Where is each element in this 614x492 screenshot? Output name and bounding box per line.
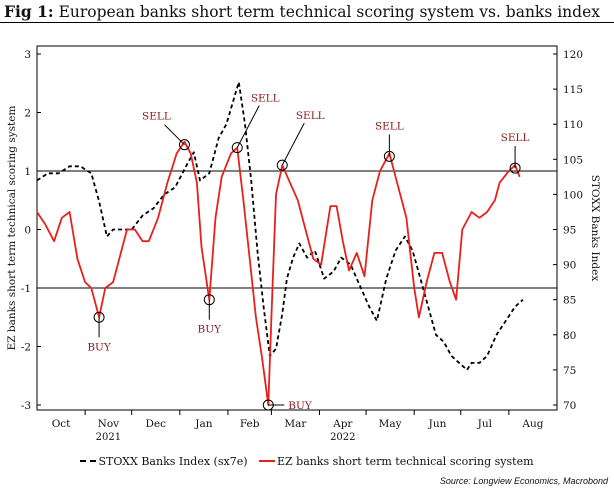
y-left-tick-label: 1: [24, 166, 31, 178]
legend: STOXX Banks Index (sx7e) EZ banks short …: [0, 452, 614, 468]
y-right-tick-label: 70: [563, 400, 576, 412]
legend-swatch-dashed: [80, 460, 97, 462]
x-tick-label: Jun: [428, 418, 447, 430]
x-tick-label: Nov: [98, 418, 120, 430]
figure-title-text: European banks short term technical scor…: [58, 3, 600, 21]
x-tick-label: Oct: [52, 418, 71, 430]
y-right-tick-label: 115: [563, 84, 583, 96]
legend-label-stoxx: STOXX Banks Index (sx7e): [98, 454, 248, 468]
series-stoxx-banks-line: [36, 81, 524, 371]
title-rule: [0, 22, 614, 23]
y-right-axis-label: STOXX Banks Index: [589, 175, 601, 282]
x-tick-label: Apr: [332, 418, 353, 430]
x-year-label: 2022: [330, 432, 355, 443]
plot-frame: [36, 45, 558, 411]
x-tick-label: May: [379, 418, 402, 430]
y-left-tick-label: -3: [21, 400, 31, 412]
legend-label-scoring: EZ banks short term technical scoring sy…: [277, 454, 534, 468]
y-left-tick-label: -2: [21, 342, 31, 354]
y-right-tick-label: 85: [563, 295, 576, 307]
signal-marker: [276, 159, 288, 171]
y-left-tick-label: 0: [24, 225, 31, 237]
signal-label: SELL: [142, 111, 171, 123]
x-tick-label: Aug: [521, 418, 543, 430]
signal-label: SELL: [375, 120, 404, 132]
signal-label: BUY: [87, 341, 112, 353]
legend-swatch-solid: [259, 460, 275, 462]
x-tick-label: Dec: [145, 418, 166, 430]
y-right-tick-label: 90: [563, 260, 576, 272]
y-right-tick-label: 105: [563, 154, 583, 166]
y-right-tick-label: 110: [563, 119, 583, 131]
series-scoring-system-line: [36, 140, 521, 406]
y-left-tick-label: -1: [21, 283, 31, 295]
signal-label: BUY: [198, 324, 223, 336]
y-right-tick-label: 75: [563, 365, 576, 377]
x-tick-label: Mar: [284, 418, 307, 430]
signal-leader-line: [164, 124, 185, 146]
y-left-tick-label: 2: [24, 108, 31, 120]
y-left-tick-label: 3: [24, 49, 31, 61]
legend-item-stoxx: STOXX Banks Index (sx7e): [80, 454, 248, 468]
signal-label: SELL: [296, 110, 325, 122]
signal-label: SELL: [251, 93, 280, 105]
x-tick-label: Jan: [194, 418, 212, 430]
y-right-tick-label: 100: [563, 189, 583, 201]
signal-leader-line: [236, 105, 260, 148]
y-right-tick-label: 80: [563, 330, 576, 342]
signal-marker: [178, 139, 190, 151]
signal-label: SELL: [501, 132, 530, 144]
figure-label: Fig 1:: [4, 2, 54, 21]
y-left-axis-label: EZ banks short term technical scoring sy…: [6, 106, 18, 351]
y-right-tick-label: 95: [563, 225, 576, 237]
source-note: Source: Longview Economics, Macrobond: [439, 476, 608, 486]
x-year-label: 2021: [96, 432, 121, 443]
signal-leader-line: [281, 122, 305, 166]
signal-label: BUY: [288, 400, 313, 412]
legend-item-scoring: EZ banks short term technical scoring sy…: [259, 455, 534, 468]
x-tick-label: Jul: [477, 418, 493, 430]
figure-title: Fig 1: European banks short term technic…: [4, 2, 600, 21]
y-right-tick-label: 120: [563, 49, 583, 61]
x-tick-label: Feb: [240, 418, 260, 430]
signal-marker: [231, 142, 243, 154]
